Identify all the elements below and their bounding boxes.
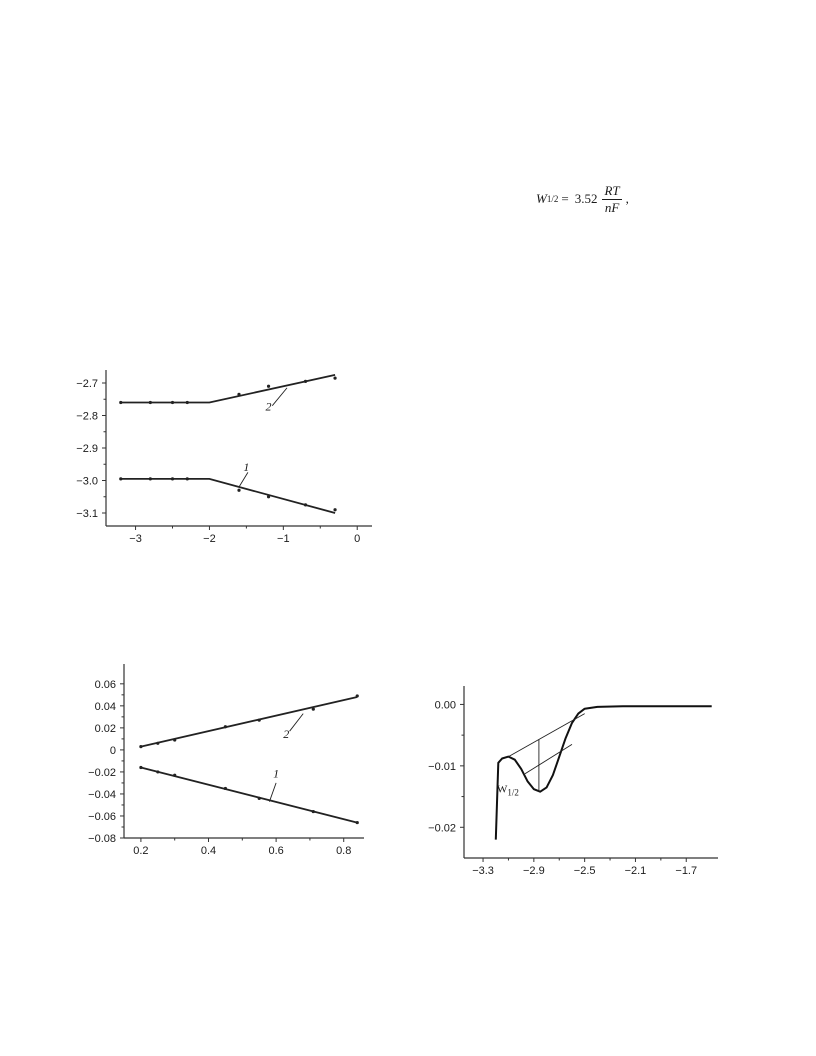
series-line-2 bbox=[140, 696, 358, 748]
chart-log-plot: −3 −2 −1 0 −2.7 −2.8 −2.9 −3.0 −3.1 2 1 bbox=[76, 370, 372, 545]
y-tick-label: 0 bbox=[110, 745, 116, 757]
half-width-formula: W 1/2 = 3.52 RT nF , bbox=[536, 174, 629, 224]
data-point bbox=[173, 738, 177, 742]
series-leader-2 bbox=[289, 713, 304, 732]
data-point bbox=[355, 694, 359, 698]
y-tick-label: −2.7 bbox=[76, 378, 98, 390]
y-tick-label: 0.06 bbox=[95, 679, 116, 691]
data-point bbox=[170, 400, 175, 405]
half-height-line bbox=[524, 744, 573, 775]
data-point bbox=[223, 786, 228, 791]
data-point bbox=[223, 725, 228, 729]
data-point bbox=[173, 773, 177, 777]
x-tick-label: −2.5 bbox=[574, 865, 596, 877]
y-tick-label: −0.02 bbox=[428, 822, 456, 834]
y-tick-label: −3.0 bbox=[76, 476, 98, 488]
x-tick-label: −2.1 bbox=[625, 865, 647, 877]
data-point bbox=[170, 477, 175, 481]
data-point bbox=[119, 400, 123, 405]
series-label-2: 2 bbox=[266, 400, 272, 414]
x-tick-label: 0.4 bbox=[201, 845, 216, 857]
y-tick-label: 0.00 bbox=[435, 699, 456, 711]
y-tick-label: −2.9 bbox=[76, 443, 98, 455]
data-point bbox=[303, 503, 308, 507]
half-width-annotation: W1/2 bbox=[497, 783, 519, 797]
data-point bbox=[185, 400, 189, 405]
data-point bbox=[333, 376, 337, 380]
series-line-1 bbox=[120, 478, 336, 514]
data-point bbox=[139, 744, 143, 749]
formula-lhs-subscript: 1/2 bbox=[546, 194, 559, 204]
x-tick-label: 0.6 bbox=[268, 845, 283, 857]
data-point bbox=[156, 741, 160, 745]
formula-fraction: RT nF bbox=[602, 182, 622, 215]
y-tick-label: −0.02 bbox=[88, 767, 116, 779]
data-point bbox=[237, 392, 241, 396]
series-label-1: 1 bbox=[243, 460, 249, 474]
data-point bbox=[266, 384, 271, 388]
data-point bbox=[148, 400, 152, 405]
data-point bbox=[333, 508, 337, 512]
x-tick-label: −3 bbox=[129, 533, 142, 545]
y-tick-label: 0.04 bbox=[95, 701, 116, 713]
series-line-1 bbox=[140, 766, 358, 824]
series-label-1: 1 bbox=[273, 766, 279, 780]
series-label-2: 2 bbox=[283, 727, 289, 741]
x-tick-label: −2.9 bbox=[523, 865, 545, 877]
x-tick-label: 0.2 bbox=[133, 845, 148, 857]
x-tick-label: −1 bbox=[277, 533, 290, 545]
x-tick-label: 0.8 bbox=[336, 845, 351, 857]
x-tick-label: 0 bbox=[354, 533, 360, 545]
data-point bbox=[311, 809, 315, 814]
data-point bbox=[355, 820, 359, 825]
formula-numerator: RT bbox=[602, 182, 622, 200]
x-tick-label: −2 bbox=[203, 533, 216, 545]
x-tick-label: −3.3 bbox=[472, 865, 494, 877]
baseline-tangent bbox=[508, 713, 585, 757]
data-point bbox=[119, 477, 123, 481]
data-point bbox=[303, 379, 308, 383]
data-point bbox=[257, 718, 261, 722]
y-tick-label: −0.01 bbox=[428, 761, 456, 773]
y-tick-label: −2.8 bbox=[76, 411, 98, 423]
data-point bbox=[311, 707, 315, 711]
x-tick-label: −1.7 bbox=[675, 865, 697, 877]
series-leader-1 bbox=[238, 472, 249, 488]
y-tick-label: 0.02 bbox=[95, 723, 116, 735]
formula-denominator: nF bbox=[604, 199, 620, 215]
data-point bbox=[257, 796, 261, 800]
series-leader-1 bbox=[268, 782, 277, 802]
formula-comma: , bbox=[625, 191, 629, 206]
data-point bbox=[266, 495, 271, 499]
y-tick-label: −0.08 bbox=[88, 833, 116, 845]
data-point bbox=[237, 488, 241, 492]
voltammogram-curve bbox=[494, 705, 712, 840]
chart-voltammogram: −3.3 −2.9 −2.5 −2.1 −1.7 0.00 −0.01 −0.02 W1/2 bbox=[428, 686, 718, 877]
data-point bbox=[156, 770, 160, 774]
y-tick-label: −0.06 bbox=[88, 811, 116, 823]
data-point bbox=[185, 477, 189, 481]
formula-lhs: W bbox=[536, 191, 547, 206]
y-tick-label: −3.1 bbox=[76, 508, 98, 520]
data-point bbox=[139, 765, 143, 770]
series-leader-2 bbox=[271, 387, 288, 406]
formula-equals: = bbox=[561, 191, 569, 206]
y-tick-label: −0.04 bbox=[88, 789, 116, 801]
series-line-2 bbox=[120, 374, 336, 404]
formula-coefficient: 3.52 bbox=[574, 191, 598, 206]
data-point bbox=[148, 477, 152, 481]
chart-linear-plot: 0.2 0.4 0.6 0.8 0.06 0.04 0.02 0 −0.02 −0.04 −0.06… bbox=[88, 664, 364, 857]
